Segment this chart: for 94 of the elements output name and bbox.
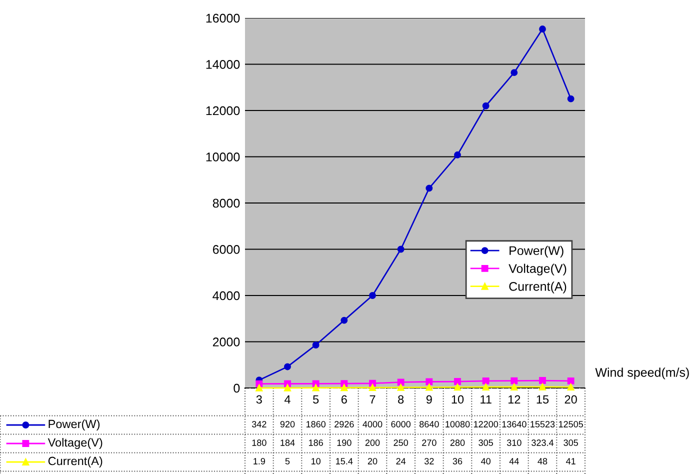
point xyxy=(397,378,404,386)
point xyxy=(284,363,291,370)
data-label: 186 xyxy=(308,440,323,446)
data-label: 305 xyxy=(564,440,578,446)
data-label: 32 xyxy=(424,458,434,464)
data-label: 15.4 xyxy=(336,458,353,464)
data-label: 12200 xyxy=(474,421,498,428)
y-tick-label: 12000 xyxy=(206,106,240,116)
data-label: 280 xyxy=(450,440,465,446)
data-label: 20 xyxy=(368,458,378,464)
data-label: 41 xyxy=(566,458,576,464)
data-label: 8640 xyxy=(420,421,439,428)
data-label: 342 xyxy=(252,421,266,428)
point xyxy=(426,384,433,391)
point xyxy=(539,26,546,33)
text: Voltage(V) xyxy=(48,438,102,450)
data-label: 1.9 xyxy=(254,458,266,464)
point xyxy=(510,377,518,384)
x-axis-title: Wind speed(m/s) xyxy=(595,368,689,380)
data-label: 48 xyxy=(538,458,548,464)
point xyxy=(482,102,490,110)
point xyxy=(567,377,574,384)
point xyxy=(340,384,348,392)
point xyxy=(312,384,320,392)
data-label: 920 xyxy=(280,421,295,428)
y-tick-label: 8000 xyxy=(212,198,240,208)
point xyxy=(312,342,320,348)
y-tick-label: 2000 xyxy=(212,338,240,346)
data-label: 190 xyxy=(337,440,352,446)
legend-label: Power(W) xyxy=(510,246,564,258)
point xyxy=(454,151,461,158)
point xyxy=(284,384,291,392)
data-label: 323.4 xyxy=(532,440,554,446)
point xyxy=(567,384,574,391)
data-label: 2926 xyxy=(334,421,354,428)
point xyxy=(454,378,461,385)
data-label: 4000 xyxy=(362,421,382,428)
x-tick-label: 9 xyxy=(426,395,432,404)
data-label: 6000 xyxy=(391,421,411,428)
text: Current(A) xyxy=(48,456,102,468)
text: Power(W) xyxy=(48,419,100,430)
x-tick-label: 3 xyxy=(256,395,262,404)
data-label: 5 xyxy=(285,458,290,464)
point xyxy=(510,69,518,76)
point xyxy=(454,384,461,391)
data-label: 13640 xyxy=(502,421,526,428)
point xyxy=(482,384,490,391)
x-tick-label: 15 xyxy=(536,395,549,404)
point xyxy=(256,384,263,392)
data-label: 270 xyxy=(422,440,436,446)
data-label: 44 xyxy=(509,458,519,464)
data-label: 10 xyxy=(312,458,320,464)
y-tick-label: 10000 xyxy=(206,152,240,162)
data-label: 310 xyxy=(506,440,522,446)
data-label: 12505 xyxy=(558,421,584,428)
x-tick-label: 4 xyxy=(284,395,290,404)
x-tick-label: 6 xyxy=(341,395,347,404)
point xyxy=(397,246,404,253)
x-tick-label: 5 xyxy=(313,395,319,404)
point xyxy=(482,377,490,384)
point xyxy=(340,316,348,324)
data-label: 1860 xyxy=(306,421,326,428)
x-tick-label: 11 xyxy=(480,395,492,404)
data-label: 15523 xyxy=(530,421,555,428)
x-tick-label: 7 xyxy=(370,395,376,404)
data-label: 180 xyxy=(252,440,266,446)
point xyxy=(369,292,376,299)
legend-label: Voltage(V) xyxy=(508,264,566,276)
data-label: 305 xyxy=(478,440,493,446)
data-label: 24 xyxy=(396,458,406,464)
data-label: 200 xyxy=(365,440,380,446)
point xyxy=(426,184,433,192)
x-tick-label: 20 xyxy=(564,395,577,404)
point xyxy=(397,384,404,391)
point xyxy=(510,384,518,390)
y-tick-label: 14000 xyxy=(206,60,240,69)
point xyxy=(426,378,433,386)
x-tick-label: 10 xyxy=(452,395,464,404)
data-label: 250 xyxy=(394,440,408,446)
y-tick-label: 0 xyxy=(234,384,240,393)
x-tick-label: 12 xyxy=(508,395,520,404)
y-tick-label: 6000 xyxy=(212,245,240,254)
point xyxy=(567,95,574,102)
data-label: 184 xyxy=(280,440,295,446)
y-tick-label: 4000 xyxy=(212,291,240,300)
point xyxy=(539,383,546,390)
data-label: 36 xyxy=(452,458,462,464)
data-label: 40 xyxy=(481,458,490,464)
point xyxy=(369,384,376,392)
x-tick-label: 8 xyxy=(398,395,404,404)
legend-label: Current(A) xyxy=(509,282,566,294)
y-tick-label: 16000 xyxy=(206,14,240,23)
point xyxy=(539,377,546,384)
data-label: 10080 xyxy=(446,421,470,428)
